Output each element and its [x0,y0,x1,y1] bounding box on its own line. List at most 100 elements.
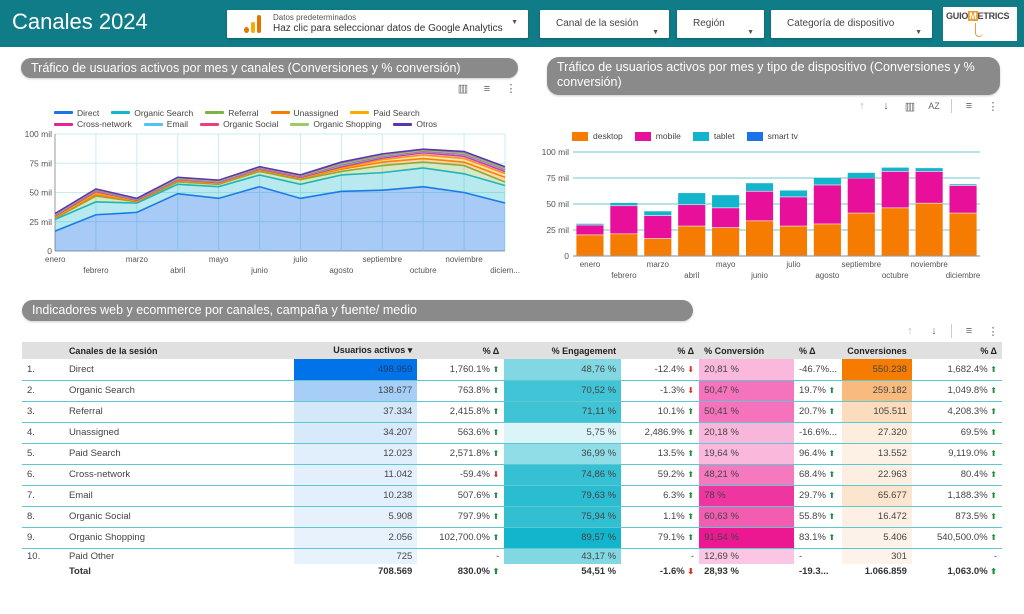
filter-region[interactable]: Región ▼ [677,10,764,38]
bar-mobile[interactable] [678,205,706,226]
filter-canal-sesion[interactable]: Canal de la sesión ▼ [540,10,669,38]
bar-tablet[interactable] [915,168,943,172]
filter-categoria-dispositivo[interactable]: Categoría de dispositivo ▼ [771,10,932,38]
legend-item-direct[interactable]: Direct [54,108,99,118]
bar-mobile[interactable] [779,197,808,226]
explore-chart-icon[interactable]: ▥ [457,83,469,95]
line-otros[interactable] [54,148,506,215]
bar-tablet[interactable] [745,183,774,191]
bar-mobile[interactable] [949,185,977,213]
table-row[interactable]: 3. Referral 37.334 2,415.8% ⬆ 71,11 % 10.1% ⬆… [22,401,1002,423]
bar-desktop[interactable] [712,227,740,256]
bar-tablet[interactable] [813,178,841,185]
col-conversiones-delta[interactable]: % Δ [911,342,1002,359]
bar-tablet[interactable] [779,190,808,197]
bar-mobile[interactable] [813,185,841,224]
bar-desktop[interactable] [779,226,808,256]
legend-item-unassigned[interactable]: Unassigned [270,108,338,118]
legend-item-smart-tv[interactable]: smart tv [746,131,798,141]
legend-item-referral[interactable]: Referral [205,108,259,118]
legend-item-cross-network[interactable]: Cross-network [54,119,132,129]
col-engagement-delta[interactable]: % Δ [621,342,700,359]
cell-conversion: 48,21 % [699,464,794,486]
table-row[interactable]: 5. Paid Search 12.023 2,571.8% ⬆ 36,99 % 13.5… [22,443,1002,465]
table-row[interactable]: 2. Organic Search 138.677 763.8% ⬆ 70,52 % -1… [22,380,1002,402]
col-canal[interactable]: Canales de la sesión [63,342,294,359]
legend-item-otros[interactable]: Otros [393,119,437,129]
bar-desktop[interactable] [678,226,706,256]
bar-tablet[interactable] [576,223,604,225]
table-row[interactable]: 9. Organic Shopping 2.056 102,700.0% ⬆ 89,57… [22,527,1002,549]
bar-mobile[interactable] [712,208,740,228]
x-tick-label: abril [684,271,699,280]
y-tick-label: 75 mil [546,173,569,183]
bar-desktop[interactable] [813,224,841,256]
more-options-icon[interactable]: ⋮ [987,100,999,113]
sort-down-icon[interactable]: ↓ [931,325,937,337]
legend-item-paid-search[interactable]: Paid Search [350,108,420,118]
sort-az-icon[interactable]: AZ [928,101,940,111]
bar-tablet[interactable] [644,211,672,216]
bar-tablet[interactable] [881,167,909,172]
more-options-icon[interactable]: ⋮ [505,83,517,95]
filter-icon[interactable]: ≡ [965,100,973,112]
table-row[interactable]: 10. Paid Other 725-43,17 % -12,69 % -301- [22,548,1002,564]
cell-conversiones: 1.066.859 [864,566,907,577]
legend-label: mobile [655,131,681,141]
bar-mobile[interactable] [644,215,672,239]
col-engagement[interactable]: % Engagement [504,342,622,359]
bar-tablet[interactable] [678,193,706,205]
sort-down-icon[interactable]: ↓ [883,100,889,112]
bar-tablet[interactable] [610,202,638,206]
cell-conversion: 91,54 % [699,527,794,549]
bar-tablet[interactable] [712,195,740,208]
cell-conversiones-delta: 4,208.3% ⬆ [911,401,1002,423]
bar-desktop[interactable] [745,221,774,256]
bar-tablet[interactable] [949,184,977,186]
legend-item-tablet[interactable]: tablet [692,131,735,141]
explore-chart-icon[interactable]: ▥ [904,100,916,113]
table-row[interactable]: 8. Organic Social 5.908 797.9% ⬆ 75,94 % 1.1%… [22,506,1002,528]
bar-mobile[interactable] [881,171,909,208]
legend-item-email[interactable]: Email [143,119,188,129]
bar-mobile[interactable] [847,178,875,213]
legend-item-organic-search[interactable]: Organic Search [111,108,193,118]
table-row[interactable]: 4. Unassigned 34.207 563.6% ⬆ 5,75 % 2,486.9%… [22,422,1002,444]
col-usuarios-delta[interactable]: % Δ [417,342,505,359]
data-source-control[interactable]: Datos predeterminados Haz clic para sele… [227,10,528,38]
sort-up-icon[interactable]: ↑ [907,325,913,337]
bar-tablet[interactable] [847,172,875,178]
bar-mobile[interactable] [745,191,774,221]
bar-desktop[interactable] [610,234,638,256]
legend-item-organic-shopping[interactable]: Organic Shopping [290,119,381,129]
legend-item-desktop[interactable]: desktop [572,131,623,141]
arrow-down-icon: ⬇ [492,470,500,479]
line-organic-search[interactable] [54,167,506,221]
bar-mobile[interactable] [576,225,604,235]
bar-mobile[interactable] [915,171,943,203]
cell-usuarios-delta: 797.9% ⬆ [417,506,505,528]
arrow-up-icon: ⬆ [687,407,695,416]
bar-desktop[interactable] [576,235,604,256]
bar-desktop[interactable] [949,213,977,256]
filter-icon[interactable]: ≡ [965,325,973,337]
line-direct[interactable] [54,185,506,232]
cell-conversiones-delta: 1,188.3% ⬆ [911,485,1002,507]
sort-up-icon[interactable]: ↑ [859,100,865,112]
legend-item-mobile[interactable]: mobile [634,131,681,141]
col-usuarios-activos[interactable]: Usuarios activos ▾ [293,342,418,359]
table-row[interactable]: 7. Email 10.238 507.6% ⬆ 79,63 % 6.3% ⬆ 78 % 29… [22,485,1002,507]
more-options-icon[interactable]: ⋮ [987,325,999,338]
bar-desktop[interactable] [847,213,875,256]
table-row[interactable]: 1. Direct 498.959 1,760.1% ⬆ 48,76 % -12.4% ⬇… [22,359,1002,381]
col-conversiones[interactable]: Conversiones [841,342,912,359]
filter-icon[interactable]: ≡ [483,82,491,95]
col-conversion-delta[interactable]: % Δ [793,342,842,359]
bar-desktop[interactable] [881,208,909,256]
bar-desktop[interactable] [915,203,943,256]
table-row[interactable]: 6. Cross-network 11.042 -59.4% ⬇ 74,86 % 59.2… [22,464,1002,486]
legend-item-organic-social[interactable]: Organic Social [200,119,278,129]
bar-mobile[interactable] [610,206,638,234]
bar-desktop[interactable] [644,238,672,256]
col-conversion[interactable]: % Conversión [699,342,794,359]
